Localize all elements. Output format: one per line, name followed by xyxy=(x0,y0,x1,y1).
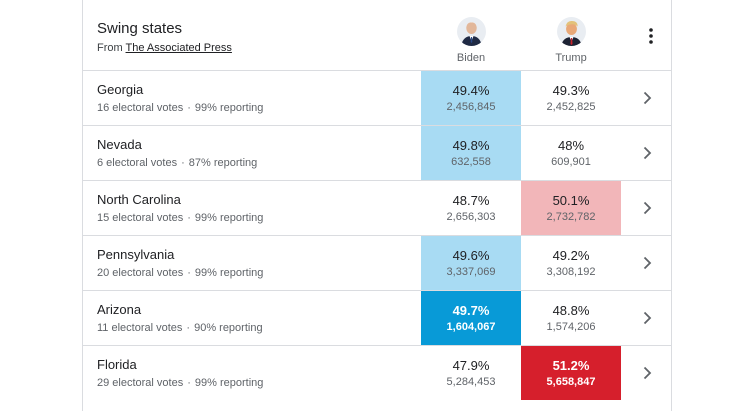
biden-result: 49.4% 2,456,845 xyxy=(421,71,521,125)
biden-pct: 47.9% xyxy=(452,358,490,373)
electoral-votes: 16 electoral votes xyxy=(97,102,184,114)
trump-votes: 2,732,782 xyxy=(546,211,596,223)
chevron-right-icon[interactable] xyxy=(639,365,655,381)
card-title: Swing states xyxy=(97,20,183,37)
reporting-status: 90% reporting xyxy=(194,322,263,334)
biden-votes: 3,337,069 xyxy=(446,266,496,278)
chevron-right-icon[interactable] xyxy=(639,90,655,106)
reporting-status: 87% reporting xyxy=(188,157,258,169)
source-link[interactable]: The Associated Press xyxy=(125,42,232,54)
trump-pct: 51.2% xyxy=(552,358,590,373)
trump-result: 50.1% 2,732,782 xyxy=(521,181,621,235)
separator-dot: · xyxy=(187,377,191,389)
electoral-votes: 6 electoral votes xyxy=(97,157,178,169)
state-name: Florida xyxy=(97,357,137,372)
chevron-right-icon[interactable] xyxy=(639,255,655,271)
state-list: Georgia 16 electoral votes · 99% reporting… xyxy=(83,71,671,401)
reporting-status: 99% reporting xyxy=(194,102,264,114)
biden-pct: 48.7% xyxy=(452,193,490,208)
separator-dot: · xyxy=(186,322,191,334)
reporting-status: 99% reporting xyxy=(194,267,264,279)
electoral-votes: 29 electoral votes xyxy=(97,377,184,389)
electoral-votes: 15 electoral votes xyxy=(97,212,184,224)
card-header: Swing states From The Associated Press B… xyxy=(83,0,671,71)
chevron-right-icon[interactable] xyxy=(639,200,655,216)
separator-dot: · xyxy=(187,212,191,224)
state-name: Arizona xyxy=(97,302,142,317)
biden-pct: 49.6% xyxy=(452,248,490,263)
electoral-votes: 11 electoral votes xyxy=(97,322,183,334)
trump-votes: 2,452,825 xyxy=(546,101,596,113)
biden-result: 48.7% 2,656,303 xyxy=(421,181,521,235)
biden-label: Biden xyxy=(456,52,486,64)
biden-result: 49.6% 3,337,069 xyxy=(421,236,521,290)
state-name: Nevada xyxy=(97,137,142,152)
biden-pct: 49.7% xyxy=(452,303,490,318)
reporting-status: 99% reporting xyxy=(194,377,264,389)
trump-votes: 5,658,847 xyxy=(546,376,596,388)
trump-pct: 48% xyxy=(557,138,585,153)
state-name: Pennsylvania xyxy=(97,247,175,262)
state-name: North Carolina xyxy=(97,192,181,207)
state-meta: 6 electoral votes · 87% reporting xyxy=(97,157,257,169)
trump-pct: 50.1% xyxy=(552,193,590,208)
source-prefix: From xyxy=(97,42,123,54)
biden-result: 49.7% 1,604,067 xyxy=(421,291,521,345)
trump-votes: 3,308,192 xyxy=(546,266,596,278)
trump-votes: 609,901 xyxy=(551,156,591,168)
trump-result: 48% 609,901 xyxy=(521,126,621,180)
biden-votes: 2,656,303 xyxy=(446,211,496,223)
state-name: Georgia xyxy=(97,82,144,97)
state-row[interactable]: Nevada 6 electoral votes · 87% reporting 4… xyxy=(83,126,671,181)
biden-votes: 632,558 xyxy=(451,156,491,168)
biden-avatar xyxy=(456,17,486,46)
state-meta: 29 electoral votes · 99% reporting xyxy=(97,377,263,389)
trump-pct: 49.3% xyxy=(552,83,590,98)
separator-dot: · xyxy=(187,267,191,279)
separator-dot: · xyxy=(187,102,191,114)
state-row[interactable]: Georgia 16 electoral votes · 99% reporting… xyxy=(83,71,671,126)
trump-result: 49.2% 3,308,192 xyxy=(521,236,621,290)
biden-result: 49.8% 632,558 xyxy=(421,126,521,180)
biden-pct: 49.8% xyxy=(452,138,490,153)
state-row[interactable]: Florida 29 electoral votes · 99% reporting… xyxy=(83,346,671,401)
trump-pct: 49.2% xyxy=(552,248,590,263)
biden-pct: 49.4% xyxy=(452,83,490,98)
reporting-status: 99% reporting xyxy=(194,212,264,224)
separator-dot: · xyxy=(181,157,185,169)
candidate-trump: Trump xyxy=(521,17,621,64)
trump-avatar xyxy=(556,17,586,46)
state-meta: 15 electoral votes · 99% reporting xyxy=(97,212,263,224)
state-meta: 16 electoral votes · 99% reporting xyxy=(97,102,263,114)
chevron-right-icon[interactable] xyxy=(639,310,655,326)
source-line: From The Associated Press xyxy=(97,42,232,54)
biden-votes: 5,284,453 xyxy=(446,376,496,388)
biden-votes: 1,604,067 xyxy=(446,321,496,333)
state-row[interactable]: Arizona 11 electoral votes · 90% reporting… xyxy=(83,291,671,346)
electoral-votes: 20 electoral votes xyxy=(97,267,184,279)
trump-result: 49.3% 2,452,825 xyxy=(521,71,621,125)
state-row[interactable]: North Carolina 15 electoral votes · 99% re… xyxy=(83,181,671,236)
biden-votes: 2,456,845 xyxy=(446,101,496,113)
trump-label: Trump xyxy=(555,52,587,64)
candidate-biden: Biden xyxy=(421,17,521,64)
trump-result: 51.2% 5,658,847 xyxy=(521,346,621,400)
state-meta: 20 electoral votes · 99% reporting xyxy=(97,267,263,279)
swing-states-card: Swing states From The Associated Press B… xyxy=(82,0,672,411)
trump-votes: 1,574,206 xyxy=(546,321,596,333)
state-row[interactable]: Pennsylvania 20 electoral votes · 99% repo… xyxy=(83,236,671,291)
biden-result: 47.9% 5,284,453 xyxy=(421,346,521,400)
trump-result: 48.8% 1,574,206 xyxy=(521,291,621,345)
chevron-right-icon[interactable] xyxy=(639,145,655,161)
trump-pct: 48.8% xyxy=(552,303,590,318)
more-options-icon[interactable] xyxy=(641,26,661,46)
state-meta: 11 electoral votes · 90% reporting xyxy=(97,322,263,334)
